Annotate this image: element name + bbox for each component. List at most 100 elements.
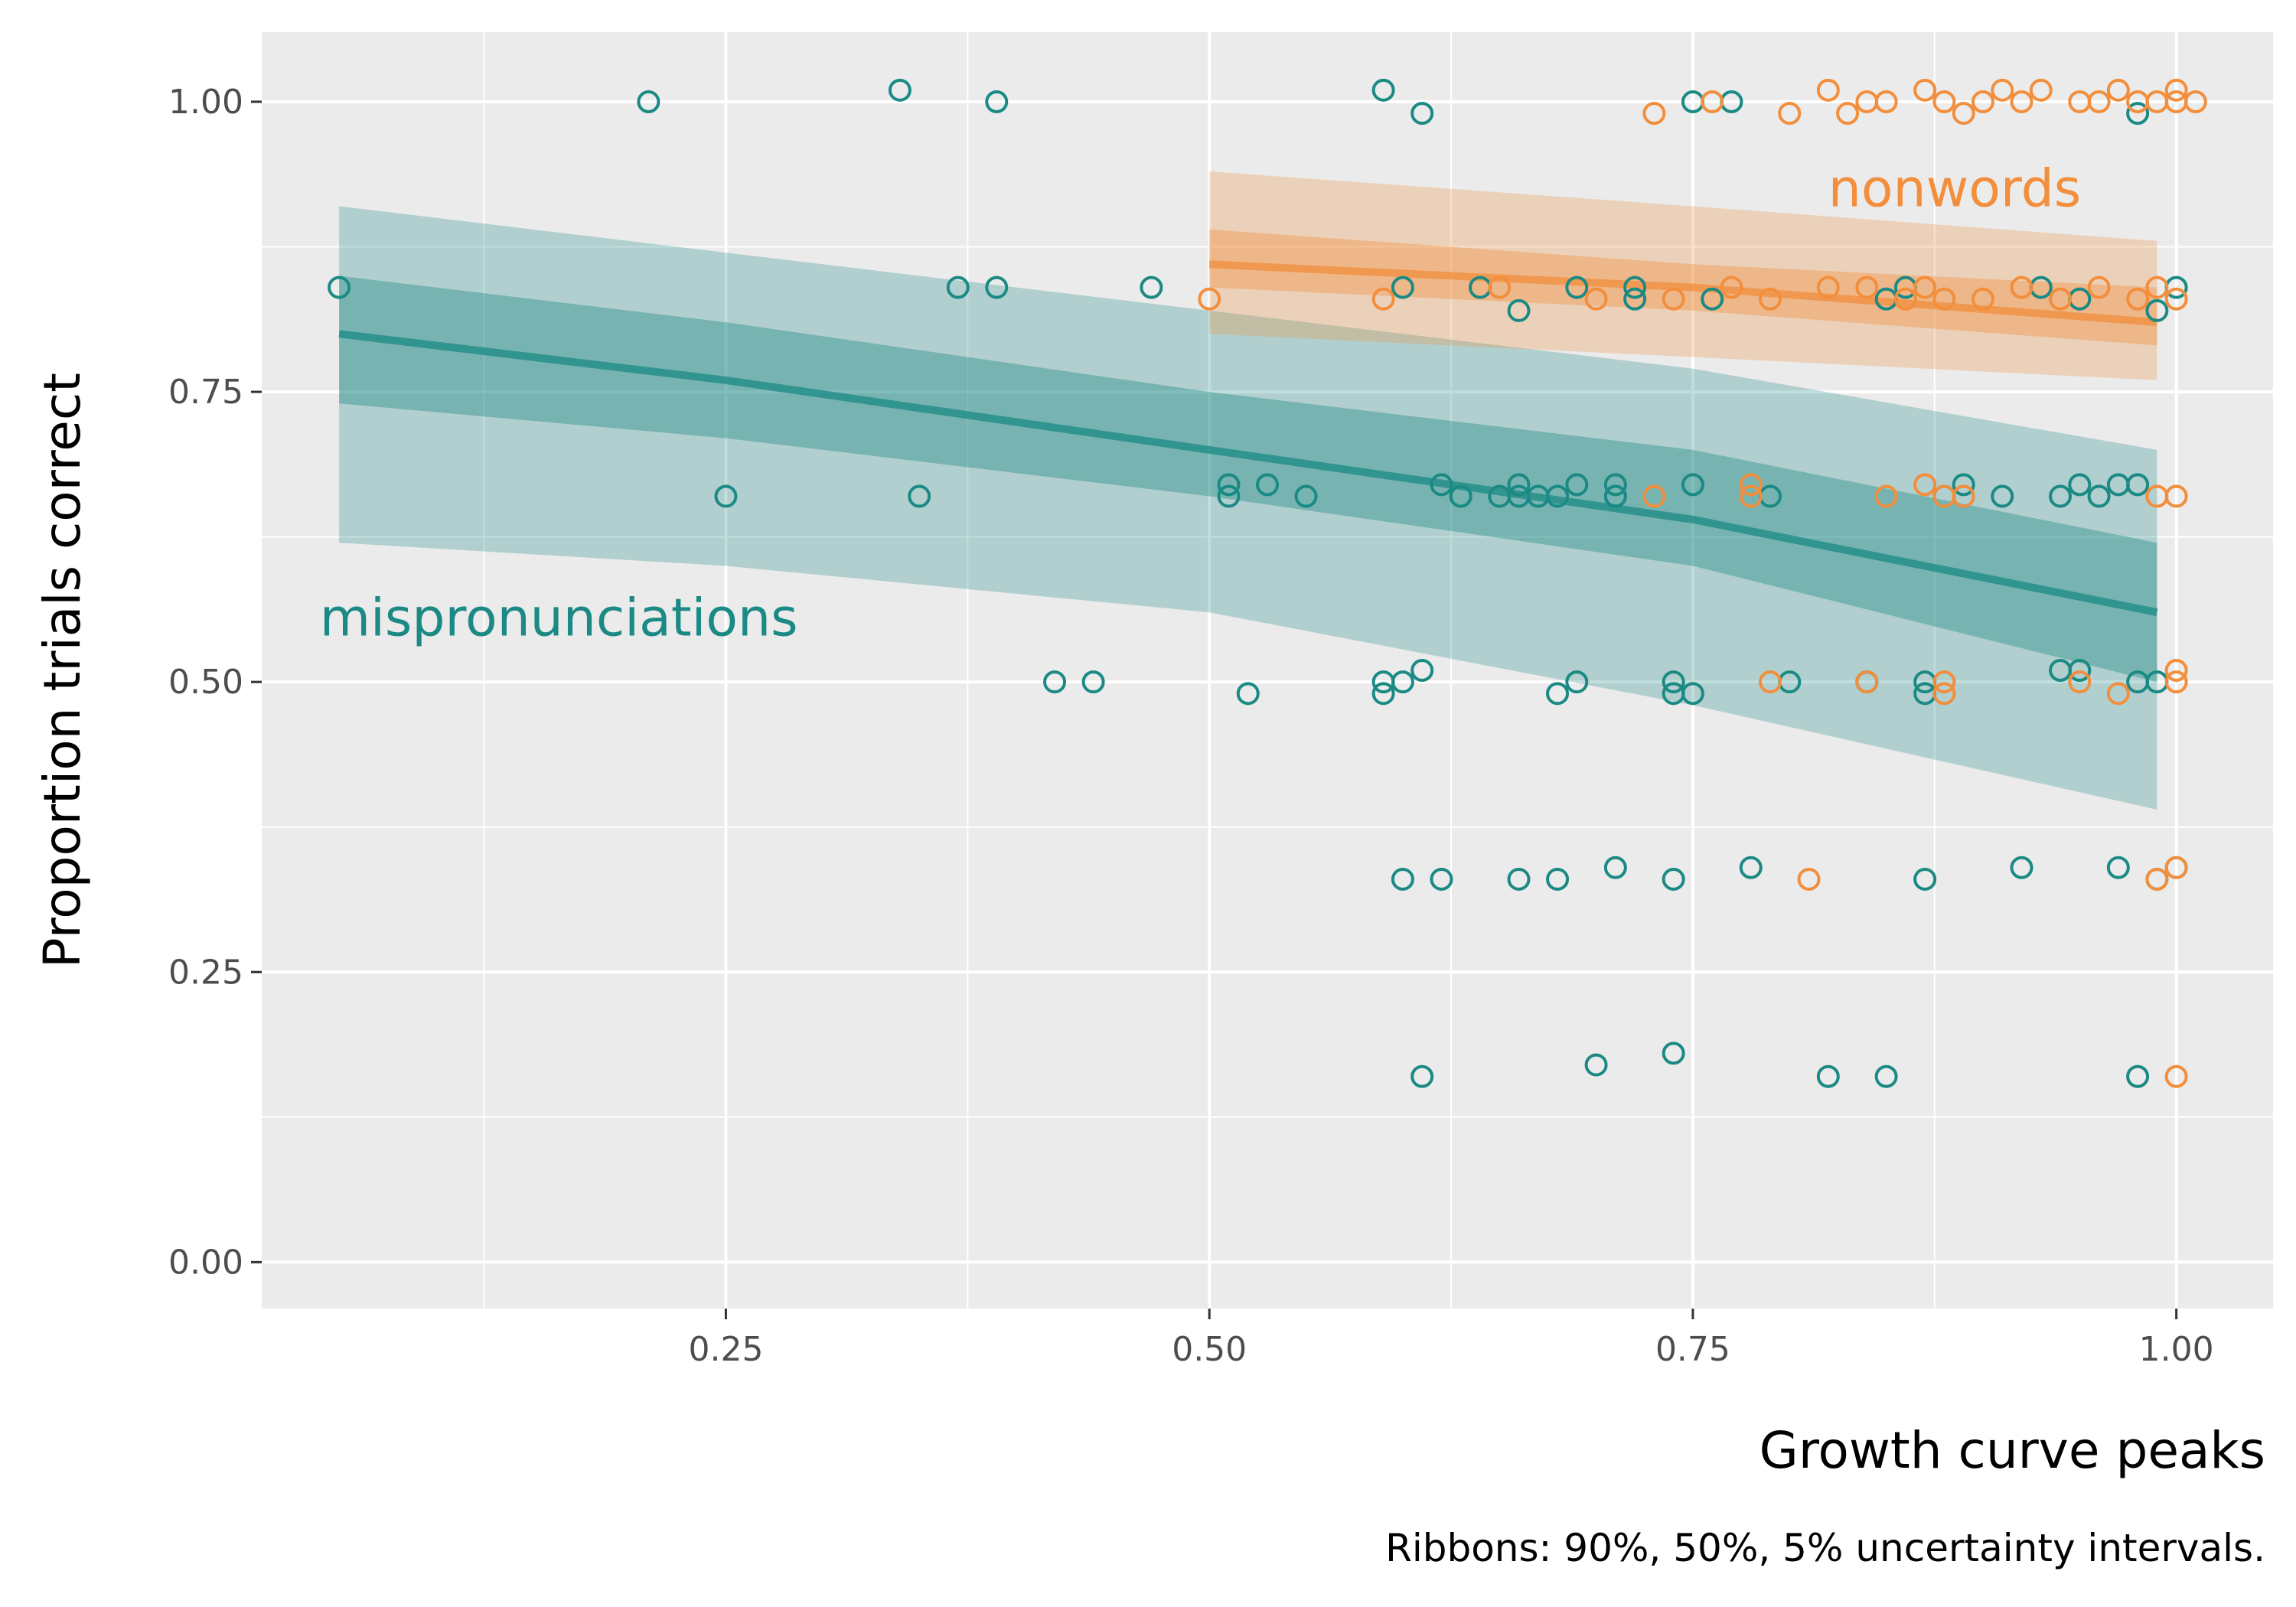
data-point xyxy=(2087,275,2111,299)
data-point xyxy=(2106,78,2130,102)
data-point xyxy=(2068,473,2092,497)
data-point xyxy=(328,275,351,299)
data-point xyxy=(2126,473,2150,497)
data-point xyxy=(1642,102,1666,125)
data-point xyxy=(2183,90,2207,113)
data-point xyxy=(1836,102,1860,125)
data-point xyxy=(1411,1064,1434,1088)
data-point xyxy=(1488,275,1512,299)
ribbon-90 xyxy=(339,206,2157,810)
data-point xyxy=(1662,1041,1685,1065)
data-point xyxy=(1430,473,1453,497)
data-point xyxy=(1681,682,1704,706)
data-point xyxy=(1140,275,1163,299)
data-point xyxy=(1565,473,1589,497)
data-point xyxy=(1662,287,1685,311)
data-point xyxy=(1720,275,1743,299)
ribbons xyxy=(339,171,2157,810)
data-point xyxy=(1391,670,1414,694)
grid-minor xyxy=(262,32,2273,1309)
data-point xyxy=(1759,670,1782,694)
data-point xyxy=(1371,78,1395,102)
fit-lines xyxy=(338,260,2158,617)
data-point xyxy=(2164,78,2188,102)
data-point xyxy=(985,90,1009,113)
data-point xyxy=(1855,275,1879,299)
data-point xyxy=(2068,659,2092,682)
data-point xyxy=(1507,473,1531,497)
data-point xyxy=(2126,287,2150,311)
data-point xyxy=(2164,287,2188,311)
x-tick-label: 0.50 xyxy=(1172,1330,1247,1369)
data-point xyxy=(2145,275,2169,299)
y-tick-label: 0.00 xyxy=(168,1243,243,1282)
data-point xyxy=(1932,90,1956,113)
data-point xyxy=(1603,484,1627,508)
data-point xyxy=(1081,670,1105,694)
data-point xyxy=(2068,670,2092,694)
data-point xyxy=(1874,90,1898,113)
data-point xyxy=(1816,78,1840,102)
data-point xyxy=(1546,867,1570,891)
data-point xyxy=(1411,102,1434,125)
data-point xyxy=(908,484,931,508)
data-point xyxy=(1217,484,1241,508)
data-point xyxy=(1701,287,1724,311)
data-point xyxy=(2145,298,2169,322)
data-point xyxy=(1797,867,1821,891)
data-point xyxy=(1603,856,1627,879)
data-point xyxy=(1952,484,1975,508)
data-point xyxy=(1411,659,1434,682)
data-point xyxy=(1913,78,1937,102)
data-point xyxy=(1603,473,1627,497)
data-point xyxy=(1371,287,1395,311)
data-point xyxy=(1256,473,1279,497)
data-point xyxy=(1584,287,1608,311)
data-point xyxy=(2164,670,2188,694)
y-tick-label: 1.00 xyxy=(168,83,243,122)
data-point xyxy=(2126,102,2150,125)
data-point xyxy=(1507,867,1531,891)
data-point xyxy=(1662,670,1685,694)
series-label: nonwords xyxy=(1828,158,2081,219)
fit-line xyxy=(1208,260,2157,327)
data-point xyxy=(1913,867,1937,891)
data-point xyxy=(2010,275,2033,299)
x-tick-label: 0.75 xyxy=(1655,1330,1730,1369)
data-point xyxy=(1971,287,1994,311)
data-point xyxy=(1430,867,1453,891)
data-point xyxy=(1507,298,1531,322)
data-point xyxy=(1816,275,1840,299)
data-point xyxy=(1043,670,1067,694)
tick-labels: 0.25 0.50 0.75 1.00 0.00 0.25 0.50 0.75 1.00 xyxy=(168,83,2214,1369)
data-point xyxy=(2164,484,2188,508)
data-point xyxy=(1971,90,1994,113)
data-point xyxy=(946,275,970,299)
data-point xyxy=(714,484,738,508)
data-point xyxy=(2126,1064,2150,1088)
data-point xyxy=(2049,287,2073,311)
data-point xyxy=(1701,90,1724,113)
data-point xyxy=(888,78,912,102)
series-label: mispronunciations xyxy=(320,588,798,649)
data-point xyxy=(985,275,1009,299)
data-point xyxy=(1623,287,1647,311)
data-point xyxy=(1932,670,1956,694)
fit-line xyxy=(338,330,2158,617)
data-point xyxy=(1778,102,1802,125)
data-point xyxy=(1565,670,1589,694)
data-point xyxy=(1198,287,1221,311)
y-tick-label: 0.50 xyxy=(168,663,243,702)
data-point xyxy=(2010,856,2033,879)
data-point xyxy=(2049,484,2073,508)
data-point xyxy=(1739,473,1763,497)
data-point xyxy=(1294,484,1318,508)
data-point xyxy=(1236,682,1260,706)
y-tick-label: 0.25 xyxy=(168,953,243,992)
data-point xyxy=(1217,473,1241,497)
data-point xyxy=(1584,1053,1608,1077)
y-axis-title: Proportion trials correct xyxy=(33,373,92,968)
data-point xyxy=(1759,287,1782,311)
ribbon-50 xyxy=(339,275,2157,683)
data-point xyxy=(1546,484,1570,508)
